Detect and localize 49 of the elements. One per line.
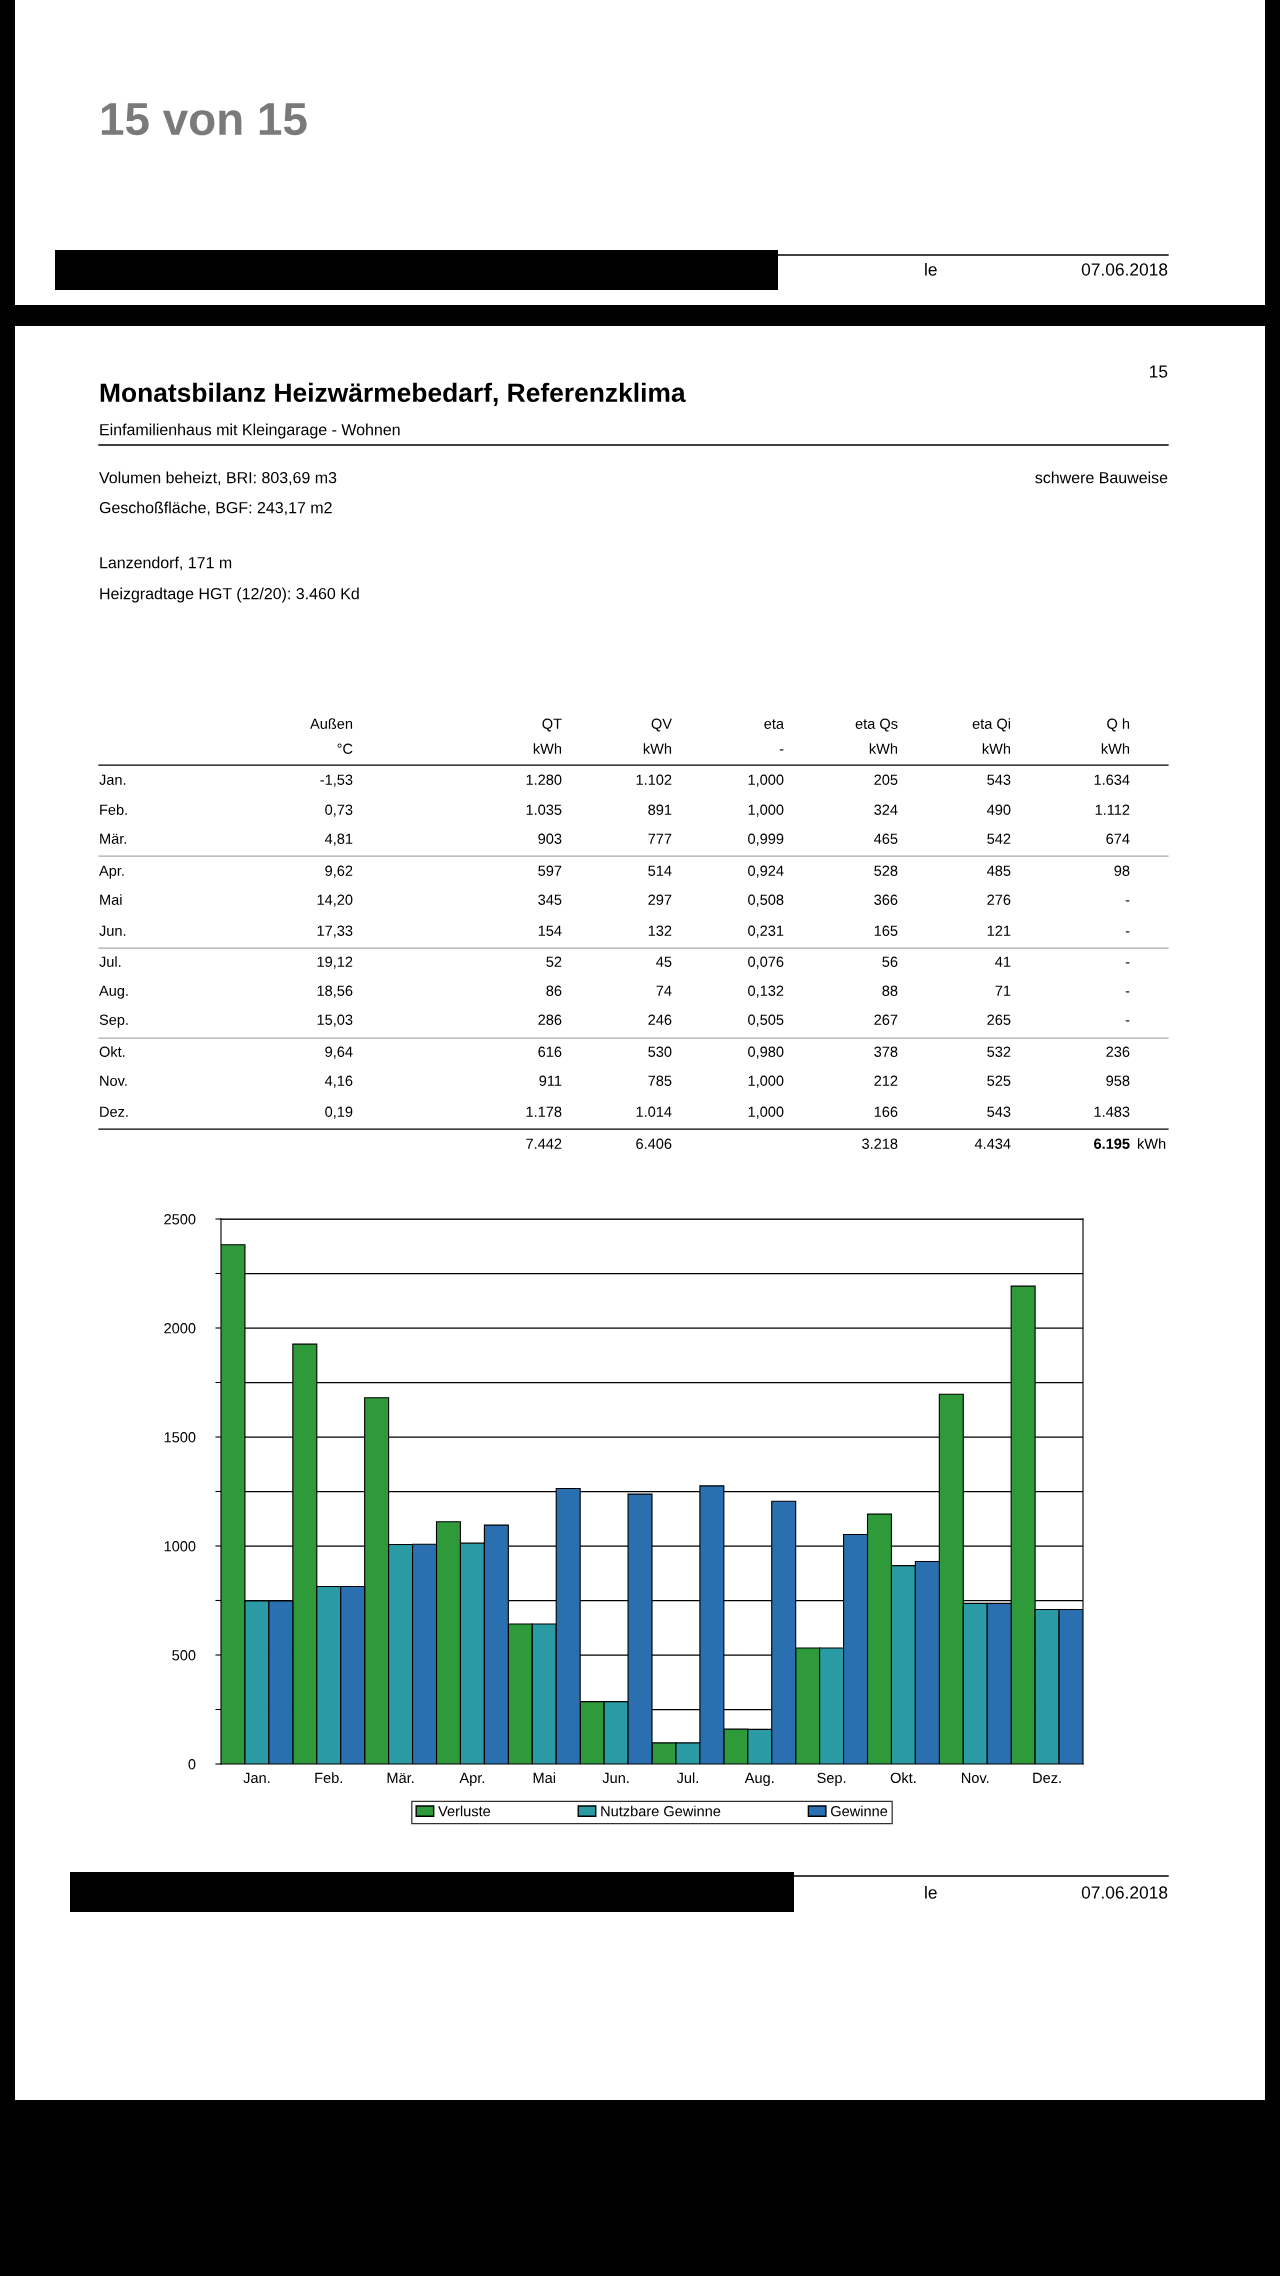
- text: Lanzendorf, 171 m: [100, 556, 232, 571]
- text: 15: [1150, 365, 1168, 378]
- text: Heizgradtage HGT (12/20): 3.460 Kd: [100, 587, 359, 603]
- text: 7.442 6.406 3.218 4.434 6.195 kWh: [526, 1138, 1166, 1149]
- chart-subtitle: Einfamilienhaus mit Kleingarage - Wohnen: [100, 423, 400, 439]
- x-tick-label: Jan.: [243, 1772, 270, 1784]
- text: Mai 14,20 345 297 0,508 366 276 -: [100, 894, 1130, 907]
- text: le: [925, 1885, 937, 1899]
- x-tick-label: Jul.: [676, 1772, 698, 1784]
- x-tick-label: Okt.: [890, 1772, 916, 1784]
- text: Geschoßfläche, BGF: 243,17 m2: [99, 501, 332, 516]
- y-tick-label: 2500: [164, 1214, 196, 1225]
- y-tick-label: 1500: [164, 1432, 196, 1443]
- x-tick-label: Apr.: [459, 1772, 485, 1786]
- y-tick-label: 1000: [164, 1541, 196, 1552]
- text: 07.06.2018: [1081, 263, 1168, 276]
- text: 15 von 15: [101, 103, 307, 136]
- text: Außen QT QV eta eta Qs eta Qi Q h: [310, 718, 1130, 732]
- text: Jan. -1,53 1.280 1.102 1,000 205 543 1.634: [99, 774, 1130, 787]
- text: Mär. 4,81 903 777 0,999 465 542 674: [100, 833, 1130, 846]
- text: Jul. 19,12 52 45 0,076 56 41 -: [99, 956, 1130, 969]
- x-tick-label: Mär.: [387, 1772, 414, 1784]
- legend-label: Verluste: [438, 1805, 491, 1817]
- x-tick-label: Aug.: [744, 1772, 774, 1786]
- text: Okt. 9,64 616 530 0,980 378 532 236: [99, 1046, 1130, 1059]
- x-tick-label: Sep.: [817, 1772, 846, 1786]
- legend-label: Nutzbare Gewinne: [601, 1805, 721, 1817]
- text: Feb. 0,73 1.035 891 1,000 324 490 1.112: [100, 804, 1130, 817]
- text: Volumen beheizt, BRI: 803,69 m3: [99, 471, 337, 486]
- text: Sep. 15,03 286 246 0,505 267 265 -: [99, 1014, 1130, 1028]
- text: 07.06.2018: [1081, 1886, 1168, 1899]
- x-tick-label: Feb.: [315, 1772, 343, 1784]
- x-tick-label: Jun.: [602, 1772, 629, 1784]
- text: schwere Bauweise: [1035, 471, 1168, 484]
- chart-title: Monatsbilanz Heizwärmebedarf, Referenzklima: [100, 382, 686, 406]
- text: Aug. 18,56 86 74 0,132 88 71 -: [99, 985, 1130, 999]
- y-tick-label: 2000: [164, 1323, 196, 1334]
- text: Jun. 17,33 154 132 0,231 165 121 -: [99, 925, 1130, 938]
- text: °C kWh kWh - kWh kWh kWh: [337, 743, 1130, 754]
- y-tick-label: 0: [188, 1759, 196, 1770]
- x-tick-label: Mai: [533, 1772, 556, 1784]
- y-tick-label: 500: [172, 1650, 196, 1661]
- text: Dez. 0,19 1.178 1.014 1,000 166 543 1.483: [100, 1106, 1130, 1119]
- x-tick-label: Dez.: [1033, 1772, 1061, 1784]
- x-tick-label: Nov.: [961, 1772, 989, 1784]
- text: Nov. 4,16 911 785 1,000 212 525 958: [100, 1075, 1130, 1088]
- text: le: [925, 262, 937, 276]
- text: Apr. 9,62 597 514 0,924 528 485 98: [99, 865, 1130, 879]
- legend-label: Gewinne: [831, 1805, 888, 1817]
